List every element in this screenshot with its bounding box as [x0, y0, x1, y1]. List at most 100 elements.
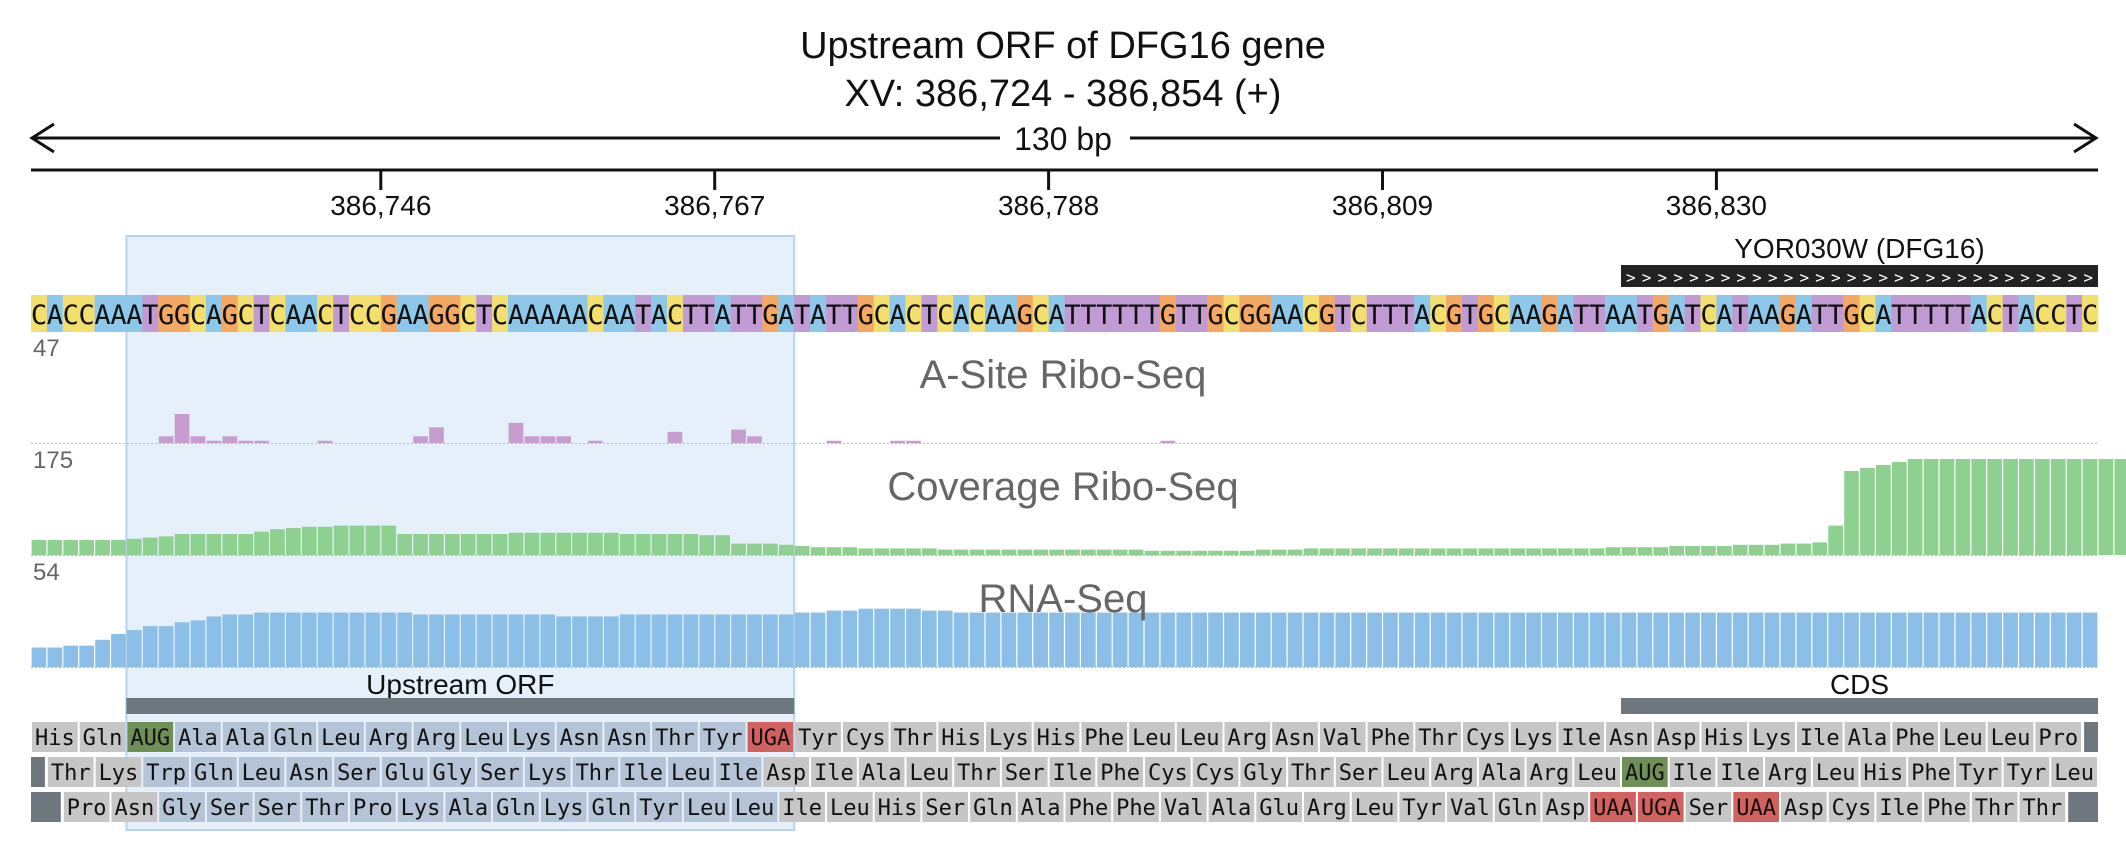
- amino-acid: Thr: [1418, 726, 1458, 751]
- codon-cell: [254, 792, 301, 822]
- track-bar: [1701, 612, 1716, 667]
- codon-cell: [127, 722, 174, 752]
- nucleotide-cell: [1525, 295, 1542, 332]
- codon-cell: [683, 792, 730, 822]
- amino-acid: Ser: [1689, 796, 1729, 821]
- track-bar: [922, 548, 937, 555]
- codon-cell: [572, 757, 619, 787]
- codon-cell: [1860, 757, 1907, 787]
- nucleotide-cell: [1636, 295, 1654, 332]
- nucleotide: A: [889, 300, 905, 331]
- track-bar: [794, 612, 810, 667]
- codon-cell: [699, 722, 746, 752]
- nucleotide: T: [1891, 300, 1907, 331]
- nucleotide-cell: [1398, 295, 1415, 332]
- track-bar: [95, 639, 110, 667]
- amino-acid: Pro: [67, 796, 107, 821]
- amino-acid: Leu: [830, 796, 870, 821]
- amino-acid: Leu: [1816, 761, 1856, 786]
- amino-acid: His: [1863, 761, 1903, 786]
- nucleotide: G: [1446, 300, 1462, 331]
- track-bar: [1828, 612, 1843, 667]
- codon-cell: [1367, 722, 1414, 752]
- track-bar: [922, 610, 937, 667]
- track-bar: [1748, 612, 1764, 667]
- codon-cell: [1765, 757, 1811, 787]
- amino-acid: Ala: [1212, 796, 1252, 821]
- nucleotide: C: [1303, 300, 1319, 331]
- track-bar: [317, 440, 333, 443]
- track-bar: [254, 612, 269, 667]
- codon-cell: [1033, 722, 1080, 752]
- amino-acid: Thr: [2022, 796, 2062, 821]
- track-bar: [1128, 549, 1144, 555]
- nucleotide: C: [190, 300, 206, 331]
- nucleotide: G: [1843, 300, 1859, 331]
- nucleotide-cell: [1096, 295, 1113, 332]
- track-bar: [174, 413, 190, 443]
- track-bar: [1001, 612, 1017, 667]
- amino-acid: Ile: [1720, 761, 1760, 786]
- nucleotide-cell: [2050, 295, 2067, 332]
- track-bar: [206, 440, 222, 443]
- title-line2: XV: 386,724 - 386,854 (+): [845, 73, 1282, 115]
- codon-cell: [858, 757, 905, 787]
- track-bar: [1637, 547, 1653, 555]
- codon-cell: [1240, 757, 1287, 787]
- nucleotide: A: [715, 300, 731, 331]
- codon-cell: [668, 757, 714, 787]
- track-bar: [2066, 612, 2082, 667]
- codon-cell: [461, 722, 507, 752]
- track-bar: [1351, 612, 1366, 667]
- codon-cell: [890, 722, 937, 752]
- amino-acid: Thr: [1975, 796, 2015, 821]
- codon-cell: [493, 792, 539, 822]
- track-bar: [317, 526, 333, 555]
- amino-acid: Cys: [1196, 761, 1236, 786]
- nucleotide-cell: [428, 295, 445, 332]
- codon-cell: [1113, 792, 1159, 822]
- nucleotide: C: [31, 300, 47, 331]
- coverage-tracks: 47 A-Site Ribo-Seq 175 Coverage Ribo-Seq 54 R…: [31, 335, 2126, 668]
- nucleotide: C: [905, 300, 921, 331]
- track-bar: [953, 549, 969, 555]
- codon-cell: [954, 757, 1000, 787]
- amino-acid: Tyr: [703, 726, 743, 751]
- track-bar: [79, 645, 94, 667]
- codon-cell: [1288, 757, 1334, 787]
- nucleotide-cell: [889, 295, 906, 332]
- amino-acid: Phe: [1371, 726, 1411, 751]
- amino-acid: Ile: [1879, 796, 1919, 821]
- codon-cell: [1160, 792, 1207, 822]
- nucleotide-cell: [1589, 295, 1606, 332]
- nucleotide: C: [937, 300, 953, 331]
- track-bar: [1367, 612, 1382, 667]
- nucleotide: C: [1223, 300, 1239, 331]
- nucleotide-cell: [1652, 295, 1669, 332]
- nucleotide: T: [826, 300, 842, 331]
- track-bar: [1780, 612, 1796, 667]
- track-bar: [333, 612, 349, 667]
- track-bar: [1478, 612, 1494, 667]
- track-bar: [842, 610, 858, 667]
- track-bar: [715, 535, 730, 555]
- nucleotide-cell: [1287, 295, 1304, 332]
- codon-cell: [1176, 722, 1223, 752]
- track-bar: [238, 440, 253, 443]
- amino-acid: Ser: [480, 761, 520, 786]
- nucleotide: A: [1414, 300, 1430, 331]
- nucleotide-cell: [158, 295, 175, 332]
- codon-cell: [524, 757, 571, 787]
- track-bar: [1685, 546, 1700, 555]
- codon-cell: [1319, 722, 1366, 752]
- track-bar: [158, 626, 174, 667]
- amino-acid: Phe: [1084, 726, 1124, 751]
- amino-acid: Asn: [1275, 726, 1315, 751]
- nucleotide: G: [762, 300, 778, 331]
- track-bar: [1192, 612, 1207, 667]
- amino-acid: Arg: [1227, 726, 1267, 751]
- track-bar: [1844, 471, 1859, 555]
- track-bar: [540, 436, 556, 443]
- nucleotide: C: [1033, 300, 1049, 331]
